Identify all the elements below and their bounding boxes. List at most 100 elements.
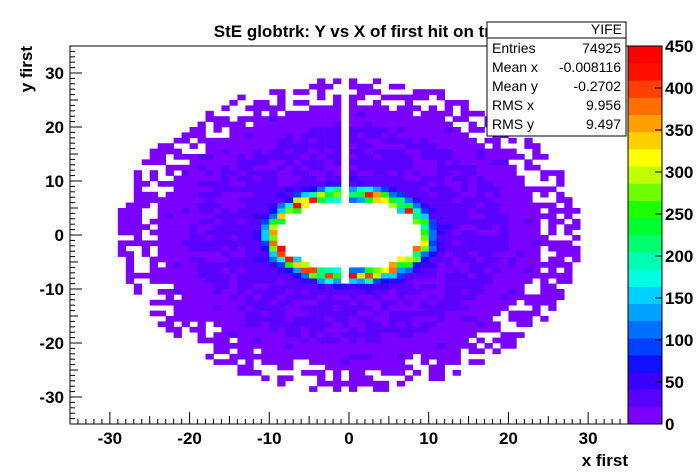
heatmap-cell: [237, 370, 246, 376]
heatmap-cell: [269, 245, 278, 252]
heatmap-cell: [388, 116, 398, 122]
heatmap-cell: [325, 154, 334, 160]
heatmap-cell: [468, 218, 477, 225]
heatmap-cell: [364, 137, 374, 144]
heatmap-cell: [436, 170, 445, 176]
heatmap-cell: [309, 267, 318, 274]
heatmap-cell: [516, 218, 525, 225]
heatmap-cell: [468, 294, 477, 301]
heatmap-cell: [468, 197, 477, 203]
heatmap-cell: [245, 251, 254, 257]
heatmap-cell: [301, 191, 310, 198]
heatmap-cell: [149, 229, 158, 236]
heatmap-cell: [325, 294, 334, 301]
heatmap-cell: [476, 208, 485, 214]
heatmap-cell: [484, 294, 493, 301]
heatmap-cell: [372, 299, 382, 306]
heatmap-cell: [293, 256, 302, 263]
heatmap-cell: [444, 175, 453, 182]
heatmap-cell: [428, 218, 437, 225]
heatmap-cell: [157, 278, 166, 284]
heatmap-cell: [428, 278, 437, 284]
heatmap-cell: [500, 299, 509, 306]
heatmap-cell: [237, 272, 246, 279]
heatmap-cell: [364, 170, 374, 176]
heatmap-cell: [452, 359, 461, 365]
heatmap-cell: [189, 154, 198, 160]
heatmap-cell: [237, 289, 246, 295]
heatmap-cell: [237, 343, 246, 349]
heatmap-cell: [229, 272, 238, 279]
heatmap-cell: [548, 224, 557, 230]
heatmap-cell: [237, 353, 246, 360]
heatmap-cell: [380, 121, 390, 128]
heatmap-cell: [468, 154, 477, 160]
heatmap-cell: [317, 321, 326, 328]
heatmap-cell: [173, 218, 182, 225]
heatmap-cell: [484, 321, 493, 328]
heatmap-cell: [404, 267, 414, 274]
heatmap-cell: [500, 278, 509, 284]
heatmap-cell: [396, 154, 406, 160]
heatmap-cell: [476, 191, 485, 198]
heatmap-cell: [476, 224, 485, 230]
heatmap-cell: [516, 289, 525, 295]
heatmap-cell: [149, 256, 158, 263]
heatmap-cell: [380, 283, 390, 290]
heatmap-cell: [349, 359, 358, 365]
heatmap-cell: [261, 224, 270, 230]
heatmap-cell: [213, 235, 222, 241]
heatmap-cell: [229, 262, 238, 268]
heatmap-cell: [197, 240, 206, 247]
heatmap-cell: [269, 143, 278, 149]
heatmap-cell: [460, 213, 469, 220]
heatmap-cell: [468, 359, 477, 365]
heatmap-cell: [269, 310, 278, 317]
heatmap-cell: [452, 294, 461, 301]
heatmap-cell: [229, 143, 238, 149]
heatmap-cell: [380, 148, 390, 155]
heatmap-cell: [229, 159, 238, 166]
heatmap-cell: [508, 240, 517, 247]
heatmap-cell: [261, 299, 270, 306]
heatmap-cell: [277, 170, 286, 176]
heatmap-cell: [428, 332, 437, 338]
heatmap-cell: [428, 267, 437, 274]
heatmap-cell: [452, 370, 461, 376]
heatmap-cell: [404, 256, 414, 263]
heatmap-cell: [500, 197, 509, 203]
heatmap-cell: [468, 316, 477, 322]
heatmap-cell: [516, 278, 525, 284]
heatmap-cell: [317, 83, 326, 90]
heatmap-cell: [460, 218, 469, 225]
heatmap-cell: [356, 83, 366, 90]
heatmap-cell: [516, 283, 525, 290]
heatmap-cell: [301, 110, 310, 117]
heatmap-cell: [197, 272, 206, 279]
heatmap-cell: [261, 116, 270, 122]
heatmap-cell: [516, 272, 525, 279]
stats-row-label: RMS y: [492, 116, 534, 132]
heatmap-cell: [532, 213, 541, 220]
heatmap-cell: [317, 289, 326, 295]
heatmap-cell: [285, 116, 294, 122]
heatmap-cell: [452, 278, 461, 284]
heatmap-cell: [420, 148, 430, 155]
heatmap-cell: [325, 310, 334, 317]
heatmap-cell: [165, 164, 174, 171]
heatmap-cell: [564, 245, 573, 252]
heatmap-cell: [197, 289, 206, 295]
heatmap-cell: [157, 256, 166, 263]
x-axis: -30 -20 -10 0 10 20 30: [69, 412, 629, 448]
heatmap-cell: [404, 278, 414, 284]
heatmap-cell: [532, 272, 541, 279]
color-scale-band: [628, 97, 662, 116]
heatmap-cell: [317, 132, 326, 139]
heatmap-cell: [213, 289, 222, 295]
heatmap-cell: [396, 262, 406, 268]
heatmap-cell: [500, 208, 509, 214]
heatmap-cell: [388, 186, 398, 193]
heatmap-cell: [261, 294, 270, 301]
heatmap-cell: [213, 208, 222, 214]
